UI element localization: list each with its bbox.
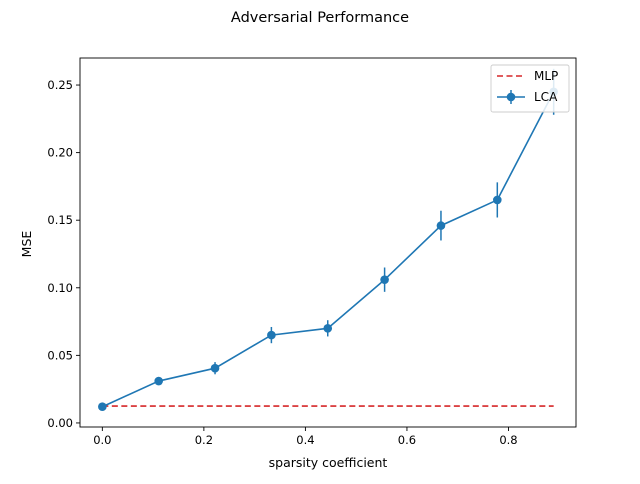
- legend-lca-swatch-marker: [506, 92, 516, 102]
- y-axis-label: MSE: [19, 231, 34, 258]
- y-tick-label: 0.25: [47, 78, 73, 92]
- lca-data-point: [154, 376, 163, 386]
- lca-data-point: [267, 330, 276, 340]
- y-tick-label: 0.15: [47, 213, 73, 227]
- y-tick-label: 0.10: [47, 281, 73, 295]
- x-tick-label: 0.6: [398, 433, 416, 447]
- plot-frame: [79, 57, 577, 428]
- plot-area: [98, 68, 558, 412]
- lca-data-point: [323, 324, 333, 333]
- legend-lca-label: LCA: [534, 90, 558, 104]
- lca-data-point: [493, 195, 502, 205]
- lca-data-point: [210, 363, 220, 373]
- x-tick-label: 0.4: [296, 433, 314, 447]
- legend: MLP LCA: [490, 64, 570, 113]
- chart-title: Adversarial Performance: [231, 10, 409, 26]
- lca-data-point: [380, 275, 389, 284]
- x-tick-label: 0.2: [195, 433, 213, 447]
- y-tick-label: 0.05: [47, 348, 73, 362]
- y-tick-label: 0.20: [47, 146, 73, 160]
- x-axis-label: sparsity coefficient: [269, 455, 388, 470]
- y-tick-label: 0.00: [47, 416, 73, 430]
- lca-data-point: [98, 402, 107, 412]
- legend-mlp-label: MLP: [534, 69, 558, 83]
- axes: 0.0 0.2 0.4 0.6 0.8 0.00 0.05 0.10 0.15 0.20 0.25: [47, 57, 577, 447]
- x-tick-label: 0.0: [93, 433, 111, 447]
- x-tick-label: 0.8: [499, 433, 517, 447]
- lca-data-point: [436, 221, 446, 230]
